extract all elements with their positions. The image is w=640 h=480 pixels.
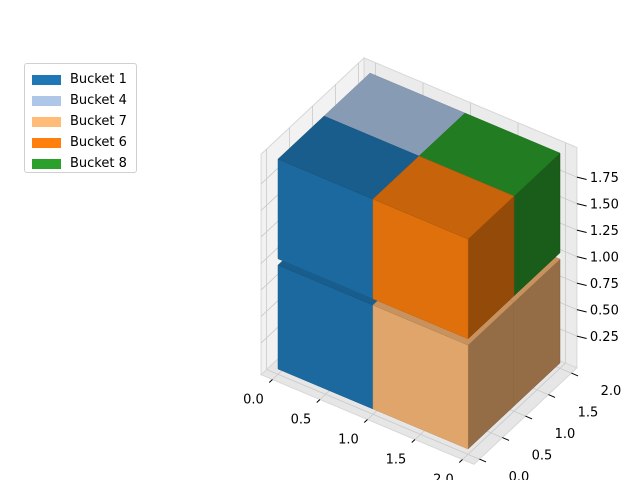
legend: Bucket 1 Bucket 4 Bucket 7 Bucket 6 Buck… <box>24 63 137 173</box>
y-tick-label: 1.5 <box>578 406 599 421</box>
x-tick-label: 0.5 <box>291 413 312 428</box>
legend-swatch <box>32 137 61 148</box>
y-gridline <box>266 149 480 460</box>
legend-label: Bucket 7 <box>70 114 127 129</box>
y-tick-label: 0.0 <box>509 470 530 480</box>
x-tick <box>411 439 416 443</box>
legend-entry: Bucket 1 <box>32 69 130 90</box>
x-tick <box>458 459 463 463</box>
z-tick-label: 1.00 <box>590 251 619 266</box>
legend-label: Bucket 6 <box>70 135 127 150</box>
legend-entry: Bucket 8 <box>32 153 130 174</box>
y-tick <box>548 394 556 398</box>
legend-entry: Bucket 4 <box>32 90 130 111</box>
z-tick-label: 0.25 <box>590 330 619 345</box>
legend-swatch <box>32 95 61 106</box>
z-tick-label: 0.50 <box>590 304 619 319</box>
x-tick <box>316 399 321 403</box>
x-tick-label: 1.5 <box>386 453 407 468</box>
x-tick-label: 2.0 <box>433 473 454 480</box>
legend-label: Bucket 1 <box>70 72 127 87</box>
x-tick <box>363 419 368 423</box>
y-tick <box>571 372 579 377</box>
y-tick <box>502 437 510 441</box>
z-tick <box>576 229 587 234</box>
legend-label: Bucket 4 <box>70 93 127 108</box>
z-tick-label: 1.50 <box>590 198 619 213</box>
x-gridline <box>462 142 566 460</box>
legend-entry: Bucket 7 <box>32 111 130 132</box>
z-tick <box>576 256 587 260</box>
y-tick <box>525 415 533 420</box>
z-tick <box>576 282 587 287</box>
z-tick-label: 1.25 <box>590 224 619 239</box>
y-tick-label: 2.0 <box>601 384 622 399</box>
z-tick <box>576 176 587 181</box>
legend-label: Bucket 8 <box>70 156 127 171</box>
z-tick <box>576 203 587 207</box>
z-tick <box>576 335 587 340</box>
y-tick-label: 1.0 <box>555 427 576 442</box>
x-tick <box>268 379 273 383</box>
x-tick-label: 1.0 <box>338 433 359 448</box>
legend-swatch <box>32 158 61 169</box>
legend-entry: Bucket 6 <box>32 132 130 153</box>
z-tick <box>576 309 587 313</box>
bar-face-top <box>372 155 515 240</box>
y-tick-label: 0.5 <box>532 449 553 464</box>
y-tick <box>479 458 487 463</box>
legend-swatch <box>32 74 61 85</box>
x-tick-label: 0.0 <box>243 393 264 408</box>
legend-swatch <box>32 116 61 127</box>
z-tick-label: 0.75 <box>590 277 619 292</box>
z-tick-label: 1.75 <box>590 171 619 186</box>
